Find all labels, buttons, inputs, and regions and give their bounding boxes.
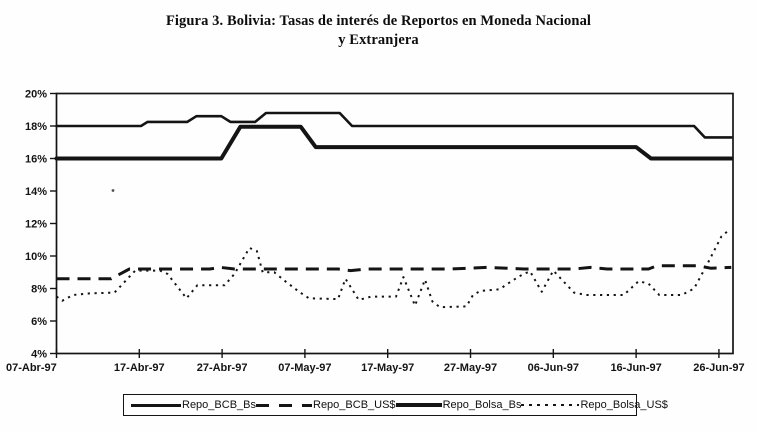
y-tick-label: 4% xyxy=(31,349,47,361)
y-tick-label: 16% xyxy=(25,154,47,166)
legend-line-sample-solid-thick xyxy=(395,402,442,408)
series-line-repo-bolsa-bs xyxy=(54,124,734,161)
legend-item-repo-bcb-usd: Repo_BCB_US$ xyxy=(256,399,396,411)
figure-title-line2: y Extranjera xyxy=(338,32,419,48)
y-tick-label: 10% xyxy=(25,251,47,263)
x-tick-label: 26-Jun-97 xyxy=(693,362,744,374)
legend-line-sample-dashed xyxy=(256,403,312,407)
legend-item-repo-bolsa-bs: Repo_Bolsa_Bs xyxy=(395,399,522,411)
x-tick-label: 06-Jun-97 xyxy=(528,362,579,374)
legend-label: Repo_BCB_Bs xyxy=(182,399,256,411)
y-tick-label: 18% xyxy=(25,121,47,133)
x-tick-label: 27-Abr-97 xyxy=(197,362,248,374)
series-line-repo-bcb-us- xyxy=(56,264,732,281)
x-tick-label: 07-Abr-97 xyxy=(6,362,57,374)
y-tick-label: 6% xyxy=(31,316,47,328)
legend-line-sample-dotted xyxy=(521,404,580,406)
x-tick-label: 17-Abr-97 xyxy=(114,362,165,374)
x-tick-label: 16-Jun-97 xyxy=(610,362,661,374)
x-tick-label: 07-May-97 xyxy=(278,362,331,374)
x-tick-label: 17-May-97 xyxy=(361,362,414,374)
y-tick-label: 14% xyxy=(25,186,47,198)
series-line-repo-bolsa-us- xyxy=(55,230,728,309)
legend-item-repo-bcb-bs: Repo_BCB_Bs xyxy=(131,399,256,411)
plot-frame xyxy=(55,92,734,355)
series-line-repo-bcb-bs xyxy=(55,111,733,139)
y-tick-label: 20% xyxy=(25,89,47,101)
scan-speck xyxy=(111,189,115,192)
legend-label: Repo_BCB_US$ xyxy=(313,399,396,411)
legend-line-sample-solid-medium xyxy=(131,403,181,407)
legend-label: Repo_Bolsa_Bs xyxy=(442,399,522,411)
y-tick-label: 8% xyxy=(31,284,47,296)
figure-title-line1: Figura 3. Bolivia: Tasas de interés de R… xyxy=(165,13,592,29)
figure-title: Figura 3. Bolivia: Tasas de interés de R… xyxy=(0,12,757,50)
legend-label: Repo_Bolsa_US$ xyxy=(580,399,668,411)
x-tick-label: 27-May-97 xyxy=(444,362,497,374)
legend-item-repo-bolsa-usd: Repo_Bolsa_US$ xyxy=(521,399,668,411)
chart-legend: Repo_BCB_Bs Repo_BCB_US$ Repo_Bolsa_Bs R… xyxy=(123,394,668,416)
y-tick-label: 12% xyxy=(25,219,47,231)
